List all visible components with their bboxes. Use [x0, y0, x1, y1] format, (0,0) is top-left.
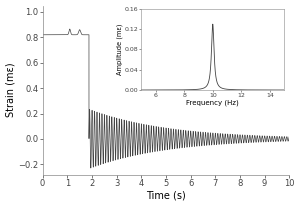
- Y-axis label: Strain (mε): Strain (mε): [6, 63, 16, 117]
- X-axis label: Time (s): Time (s): [146, 190, 186, 200]
